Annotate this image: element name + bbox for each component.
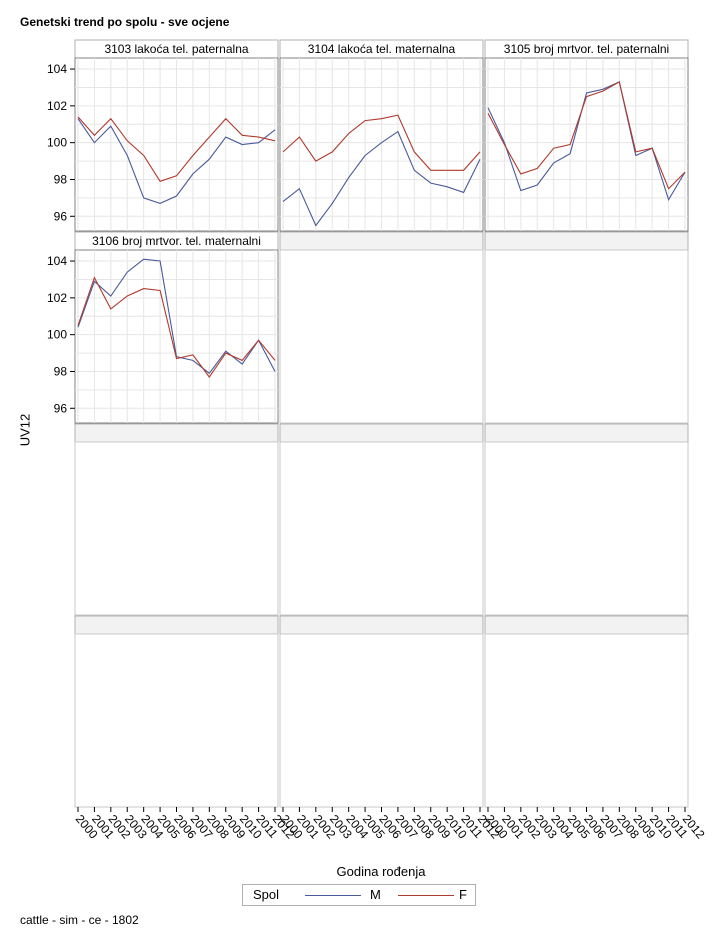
legend-label-m: M: [370, 887, 381, 902]
panel-frame: [484, 441, 689, 616]
series-line-m: [77, 118, 276, 204]
panel-header: [484, 423, 689, 443]
legend-line-m: [305, 895, 361, 896]
y-tick-label: 102: [47, 99, 67, 113]
footnote: cattle - sim - ce - 1802: [20, 913, 139, 927]
panel-label: 3105 broj mrtvor. tel. paternalni: [504, 42, 669, 56]
panel-header: [74, 615, 279, 635]
y-tick-label: 104: [47, 254, 67, 268]
chart-title: Genetski trend po spolu - sve ocjene: [20, 15, 230, 29]
panel-frame: [484, 633, 689, 808]
panel-header: [484, 231, 689, 251]
panel-label: 3106 broj mrtvor. tel. maternalni: [92, 234, 261, 248]
panel-header: [279, 231, 484, 251]
panel-frame: [279, 249, 484, 424]
legend-line-f: [398, 895, 454, 896]
y-tick-label: 96: [54, 209, 68, 223]
panel-header: [484, 615, 689, 635]
panel-frame: [484, 249, 689, 424]
series-line-f: [77, 116, 276, 182]
legend: Spol M F: [242, 884, 476, 906]
y-tick-label: 104: [47, 62, 67, 76]
panel-label: 3104 lakoća tel. maternalna: [308, 42, 456, 56]
series-line-f: [77, 276, 276, 378]
panel-frame: [74, 441, 279, 616]
x-axis-label: Godina rođenja: [336, 864, 426, 879]
y-tick-label: 98: [54, 172, 68, 186]
legend-label-f: F: [459, 887, 467, 902]
panel-frame: [279, 441, 484, 616]
series-line-f: [487, 81, 686, 190]
panel-header: [279, 615, 484, 635]
y-tick-label: 102: [47, 291, 67, 305]
panel-header: [279, 423, 484, 443]
y-tick-label: 100: [47, 328, 67, 342]
panel-label: 3103 lakoća tel. paternalna: [104, 42, 248, 56]
legend-title: Spol: [253, 887, 280, 902]
panel-frame: [279, 633, 484, 808]
panel-frame: [74, 633, 279, 808]
series-line-m: [282, 130, 481, 227]
panel-header: [74, 423, 279, 443]
y-tick-label: 98: [54, 364, 68, 378]
series-line-f: [282, 114, 481, 171]
y-tick-label: 100: [47, 136, 67, 150]
y-tick-label: 96: [54, 401, 68, 415]
